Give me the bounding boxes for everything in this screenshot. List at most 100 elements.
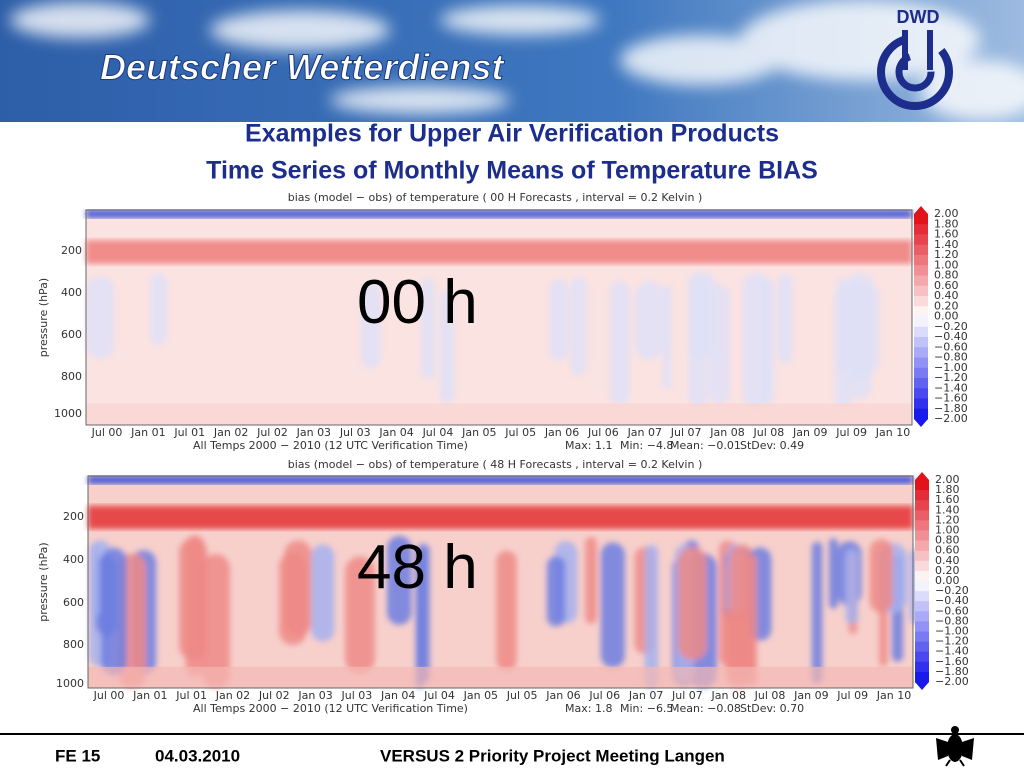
texture-blob [179,538,208,661]
colorbar-cell [914,357,928,369]
x-tick-label: Jan 03 [296,426,331,439]
colorbar-label: −1.60 [935,655,969,668]
plot-caption: bias (model − obs) of temperature ( 48 H… [288,458,703,471]
colorbar-cell [915,560,929,572]
y-tick-label: 200 [63,510,84,523]
colorbar-label: −0.80 [934,351,968,364]
colorbar-cell [914,337,928,348]
colorbar-cell [915,601,929,612]
dwd-logo: DWD [877,7,953,110]
colorbar-label: −1.00 [934,361,968,374]
colorbar-cell [915,671,929,683]
x-tick-label: Jul 00 [93,689,125,702]
y-tick-label: 200 [61,244,82,257]
y-axis-label: pressure (hPa) [37,542,50,621]
colorbar-label: −0.20 [935,584,969,597]
plot-frame [87,475,914,689]
x-tick-label: Jul 09 [836,689,868,702]
texture-blob [742,272,770,408]
colorbar-cell [915,641,929,653]
colorbar-cell [915,520,929,531]
x-tick-label: Jan 10 [875,426,910,439]
plot-stat: Mean: −0.01 [670,439,741,452]
x-tick-label: Jul 09 [835,426,867,439]
plots: bias (model − obs) of temperature ( 00 H… [37,191,969,715]
colorbar-label: 1.20 [934,248,959,261]
colorbar-cell [914,408,928,420]
colorbar-label: 1.80 [934,217,959,230]
x-tick-label: Jan 08 [711,689,746,702]
y-axis-label: pressure (hPa) [37,278,50,357]
colorbar-label: 0.00 [935,574,960,587]
x-tick-label: Jan 03 [297,689,332,702]
x-tick-label: Jul 02 [256,426,288,439]
colorbar-cell [915,621,929,632]
colorbar-label: −0.60 [934,340,968,353]
footer-date: 04.03.2010 [155,746,240,765]
texture-blob [634,281,664,361]
colorbar-cell [915,661,929,673]
org-title: Deutscher Wetterdienst [100,47,505,88]
heatmap [86,210,912,425]
x-tick-label: Jan 04 [378,426,413,439]
y-tick-label: 1000 [54,407,82,420]
colorbar-arrow [915,682,929,690]
x-tick-label: Jan 04 [380,689,415,702]
footer-event: VERSUS 2 Priority Project Meeting Langen [380,746,725,765]
x-tick-label: Jul 06 [588,689,620,702]
texture-blob [829,538,838,609]
colorbar-cell [914,285,928,297]
x-tick-label: Jul 02 [258,689,290,702]
texture-blob [777,273,793,364]
texture-blob [86,276,115,360]
texture-blob [609,281,630,405]
texture-blob [746,554,758,687]
lead-time-label: 48 h [357,533,478,602]
colorbar-cell [914,347,928,358]
texture-blob [600,542,625,668]
colorbar-cell [914,306,928,317]
colorbar-cell [914,255,928,266]
slide-title: Time Series of Monthly Means of Temperat… [206,157,818,185]
colorbar-label: −0.80 [935,614,969,627]
plot-note: All Temps 2000 − 2010 (12 UTC Verificati… [193,439,468,452]
colorbar-label: 0.60 [935,544,960,557]
x-tick-label: Jan 09 [792,426,827,439]
plot-caption: bias (model − obs) of temperature ( 00 H… [288,191,703,204]
colorbar-label: −0.40 [935,594,969,607]
colorbar-cell [914,244,928,256]
colorbar-label: 0.80 [935,534,960,547]
colorbar-cell [915,530,929,542]
colorbar-label: −2.00 [934,412,968,425]
texture-blob [644,545,659,688]
texture-blob [677,546,707,661]
colorbar-label: −1.40 [935,645,969,658]
x-tick-label: Jul 08 [754,689,786,702]
colorbar-cell [915,651,929,663]
texture-blob [439,290,455,403]
colorbar-cell [914,367,928,379]
colorbar-label: −1.60 [934,392,968,405]
texture-blob [496,550,517,671]
x-tick-label: Jul 07 [670,426,702,439]
colorbar-label: 0.40 [935,554,960,567]
colorbar-cell [914,316,928,328]
x-tick-label: Jan 07 [627,426,662,439]
colorbar-cell [915,490,929,501]
texture-blob [421,278,436,379]
plot-stat: StDev: 0.70 [740,702,804,715]
plot-stat: Max: 1.8 [565,702,612,715]
x-tick-label: Jul 00 [91,426,123,439]
colorbar-cell [915,550,929,562]
texture-blob [101,547,128,676]
colorbar-label: 1.00 [935,524,960,537]
plot-stat: Min: −4.8 [620,439,673,452]
texture-blob [150,273,168,345]
colorbar-cell [915,500,929,511]
x-tick-label: Jul 03 [339,426,371,439]
logo-text: DWD [897,7,940,27]
texture-blob [834,288,853,408]
bias-plot: bias (model − obs) of temperature ( 48 H… [37,458,969,715]
warm-band [88,505,913,529]
